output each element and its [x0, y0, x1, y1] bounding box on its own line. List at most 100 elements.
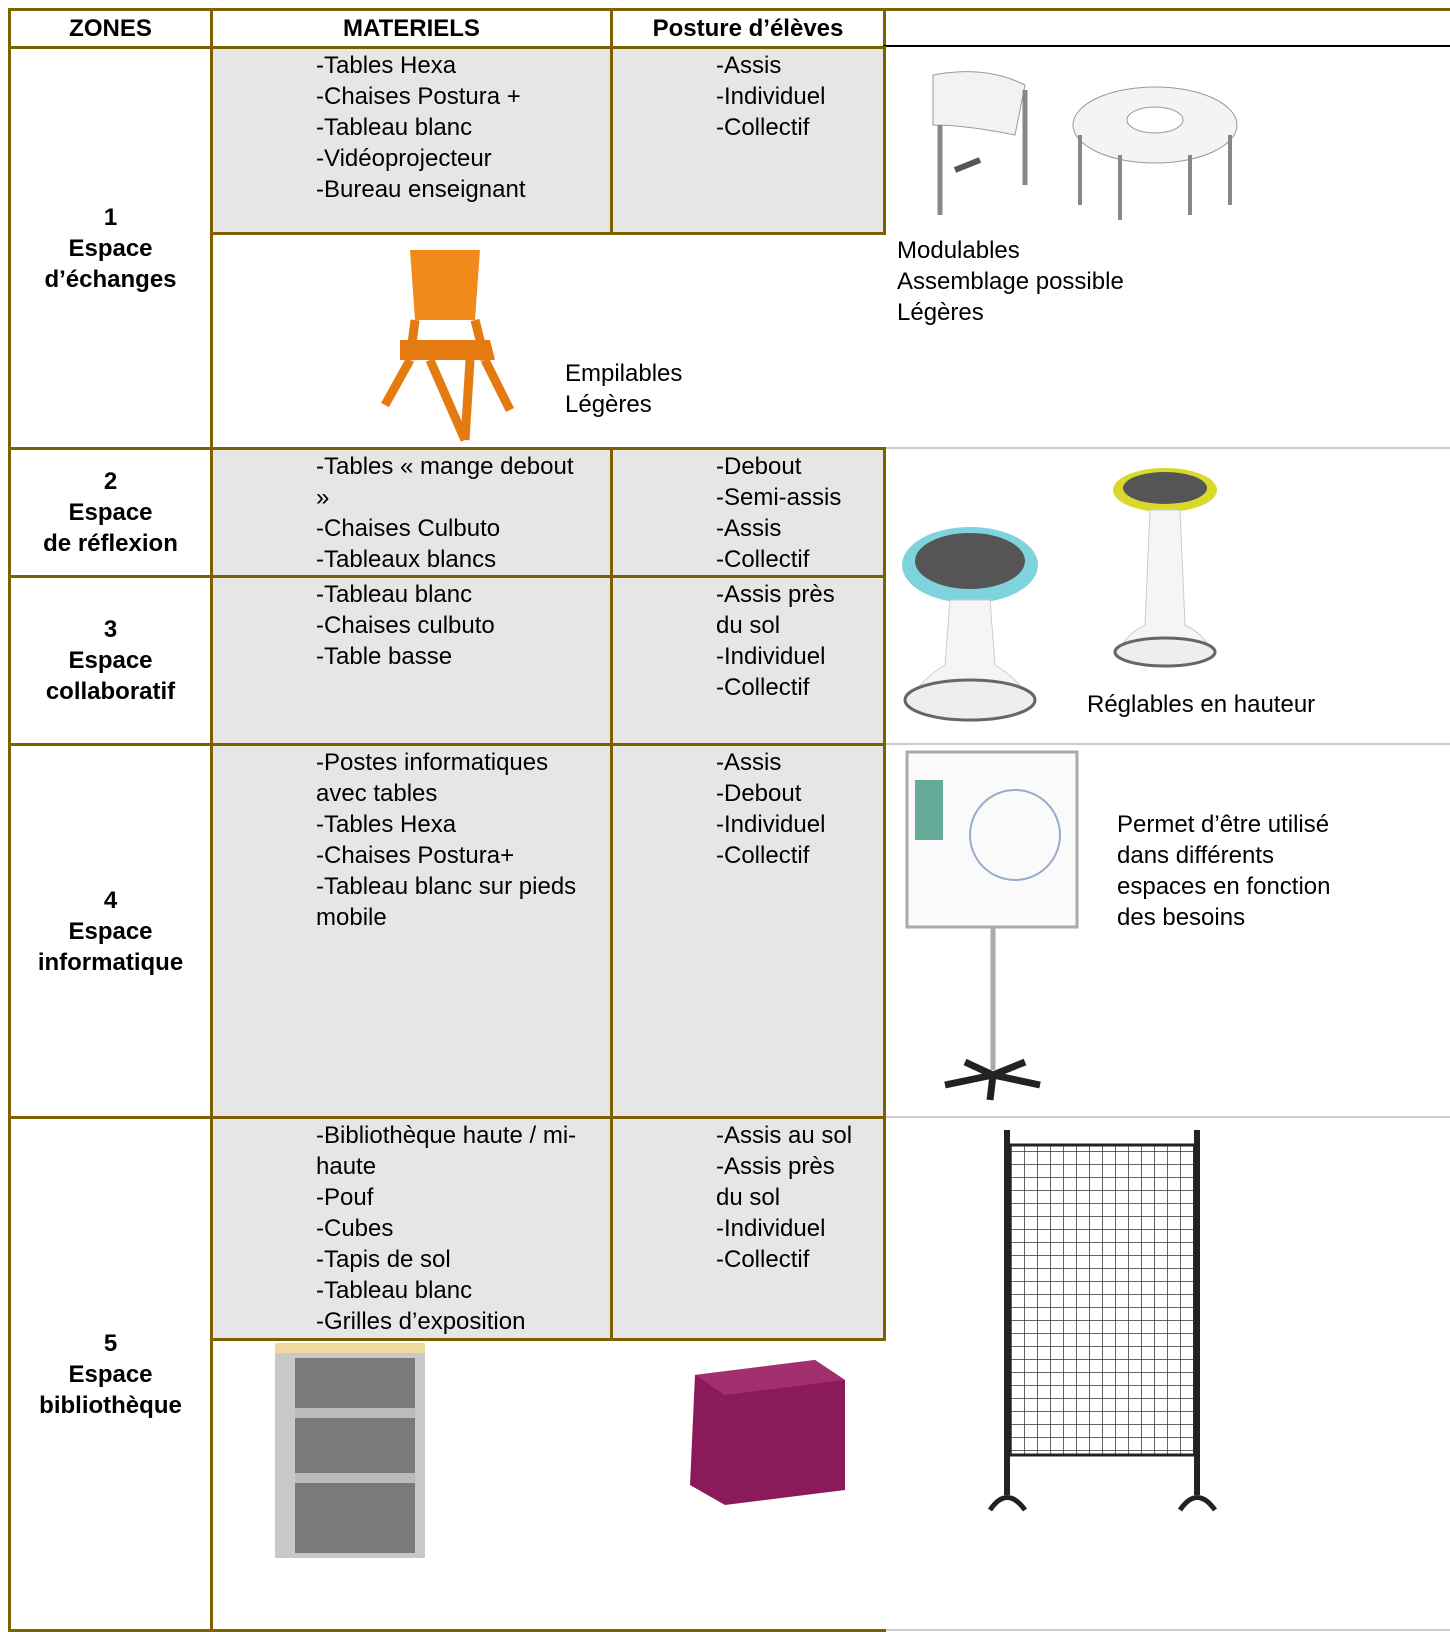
list-item: -Chaises Postura+ [316, 840, 591, 871]
materiels-list: -Postes informatiques avec tables -Tables… [316, 747, 591, 933]
note-line: Légères [897, 299, 984, 326]
item-text: Individuel [724, 1215, 826, 1242]
header-cell: Posture d’élèves [610, 8, 886, 49]
item-text: Chaises Postura+ [324, 842, 515, 869]
list-item: -Tableau blanc [316, 112, 591, 143]
list-item: -Assis près du sol [716, 1151, 866, 1213]
hexa-tables-image [932, 71, 1238, 220]
item-text: Assis près du sol [716, 1153, 835, 1211]
item-text: Tables « mange debout » [316, 453, 574, 511]
item-text: Tables Hexa [324, 52, 457, 79]
list-item: -Chaises culbuto [316, 610, 591, 641]
materiels-list: -Bibliothèque haute / mi-haute -Pouf -Cube… [316, 1120, 591, 1337]
bullet: - [316, 83, 324, 110]
bullet: - [716, 453, 724, 480]
item-text: Vidéoprojecteur [324, 145, 492, 172]
posture-cell [610, 575, 886, 746]
posture-list: -Assis au sol -Assis près du sol -Individu… [716, 1120, 866, 1275]
bullet: - [716, 484, 724, 511]
item-text: Individuel [724, 811, 826, 838]
materiels-list: -Tables Hexa -Chaises Postura + -Tableau b… [316, 50, 591, 205]
bullet: - [316, 581, 324, 608]
note-line: Permet d’être utilisé [1117, 811, 1330, 838]
list-item: -Grilles d’exposition [316, 1306, 591, 1337]
whiteboard-image [905, 750, 1079, 1101]
list-item: -Individuel [716, 1213, 866, 1244]
note-line: Réglables en hauteur [1087, 691, 1316, 718]
note-line: Empilables [565, 360, 683, 387]
list-item: -Tables « mange debout » [316, 451, 591, 513]
list-item: -Chaises Postura + [316, 81, 591, 112]
list-item: -Cubes [316, 1213, 591, 1244]
bullet: - [316, 114, 324, 141]
note-line: espaces en fonction [1117, 873, 1331, 900]
header-cell: ZONES [8, 8, 213, 49]
zone-label: Espace [68, 917, 153, 945]
posture-list: -Debout -Semi-assis -Assis -Collectif [716, 451, 866, 575]
zone-cell: 2 Espace de réflexion [8, 447, 213, 578]
item-text: Collectif [724, 674, 810, 701]
bullet: - [316, 749, 324, 776]
list-item: -Tapis de sol [316, 1244, 591, 1275]
item-text: Semi-assis [724, 484, 842, 511]
bullet: - [716, 1153, 724, 1180]
bookshelf-image [275, 1343, 425, 1558]
item-text: Collectif [724, 1246, 810, 1273]
zone-label: 5 [103, 1329, 118, 1357]
bullet: - [316, 842, 324, 869]
item-text: Bureau enseignant [324, 176, 526, 203]
item-text: Assis [724, 515, 782, 542]
item-text: Collectif [724, 114, 810, 141]
posture-cell [610, 46, 886, 235]
image-cell [210, 232, 886, 450]
item-text: Tableau blanc sur pieds mobile [316, 873, 577, 931]
zone-label: 2 [103, 468, 118, 495]
list-item: -Assis au sol [716, 1120, 866, 1151]
header-cell [883, 8, 1450, 47]
note-line: Légères [565, 391, 652, 418]
posture-list: -Assis -Debout -Individuel -Collectif [716, 747, 866, 871]
list-item: -Chaises Culbuto [316, 513, 591, 544]
bullet: - [716, 780, 724, 807]
list-item: -Individuel [716, 641, 866, 672]
item-text: Debout [724, 780, 802, 807]
item-text: Collectif [724, 842, 810, 869]
bullet: - [316, 453, 324, 480]
list-item: -Assis [716, 747, 866, 778]
zone-label: de réflexion [43, 530, 178, 557]
bullet: - [316, 1246, 324, 1273]
chair-image [381, 250, 515, 442]
list-item: -Collectif [716, 672, 866, 703]
stools-image [902, 468, 1217, 722]
bullet: - [316, 1184, 324, 1211]
item-text: Table basse [324, 643, 453, 670]
item-text: Assis [724, 749, 782, 776]
note: Permet d’être utilisé dans différents espa… [1117, 809, 1330, 933]
bullet: - [716, 842, 724, 869]
bullet: - [716, 749, 724, 776]
header-cell: MATERIELS [210, 8, 613, 49]
item-text: Postes informatiques avec tables [316, 749, 549, 807]
list-item: -Debout [716, 451, 866, 482]
zone-label: Espace [68, 647, 153, 674]
materiels-list: -Tables « mange debout » -Chaises Culbuto… [316, 451, 591, 575]
note-line: Assemblage possible [897, 268, 1124, 295]
list-item: -Semi-assis [716, 482, 866, 513]
zone-cell: 4 Espace informatique [8, 743, 213, 1119]
item-text: Tableau blanc [324, 581, 473, 608]
item-text: Tapis de sol [324, 1246, 451, 1273]
bullet: - [716, 643, 724, 670]
bullet: - [316, 643, 324, 670]
list-item: -Tableau blanc sur pieds mobile [316, 871, 591, 933]
materials-cell [210, 46, 613, 235]
zone-label: informatique [37, 948, 184, 976]
zone-label: d’échanges [44, 265, 177, 293]
list-item: -Debout [716, 778, 866, 809]
bullet: - [716, 811, 724, 838]
list-item: -Collectif [716, 544, 866, 575]
item-text: Assis [724, 52, 782, 79]
zone-cell: 3 Espace collaboratif [8, 575, 213, 746]
image-cell [883, 46, 1450, 449]
bullet: - [316, 811, 324, 838]
bullet: - [716, 515, 724, 542]
